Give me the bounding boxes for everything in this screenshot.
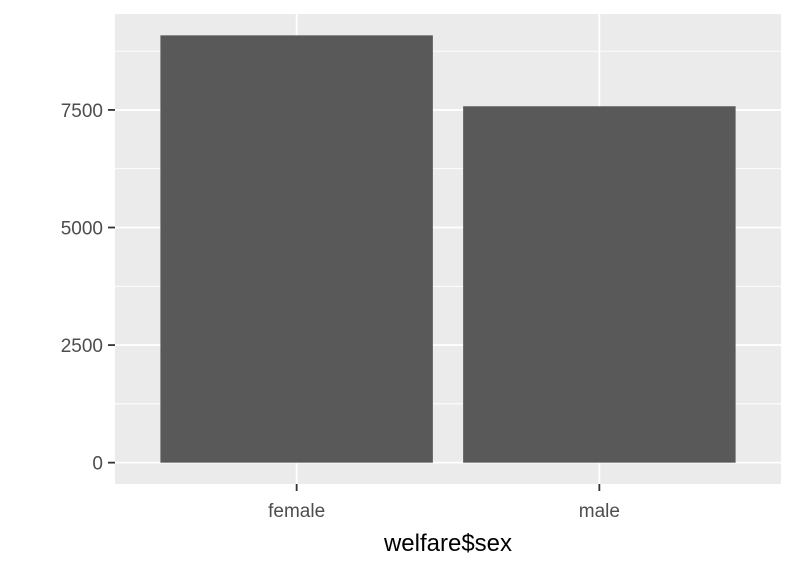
x-axis-title: welfare$sex [383, 530, 512, 557]
bars [160, 35, 736, 463]
x-tick-label: female [268, 501, 325, 522]
y-tick-label: 7500 [61, 101, 103, 122]
y-axis: 0 2500 5000 7500 [61, 101, 115, 475]
y-tick-label: 5000 [61, 219, 103, 240]
bar-female [160, 35, 433, 463]
y-tick-label: 2500 [61, 336, 103, 357]
y-tick-label: 0 [92, 454, 103, 475]
x-axis: female male [268, 484, 620, 522]
x-tick-label: male [579, 501, 620, 522]
bar-male [463, 106, 736, 463]
